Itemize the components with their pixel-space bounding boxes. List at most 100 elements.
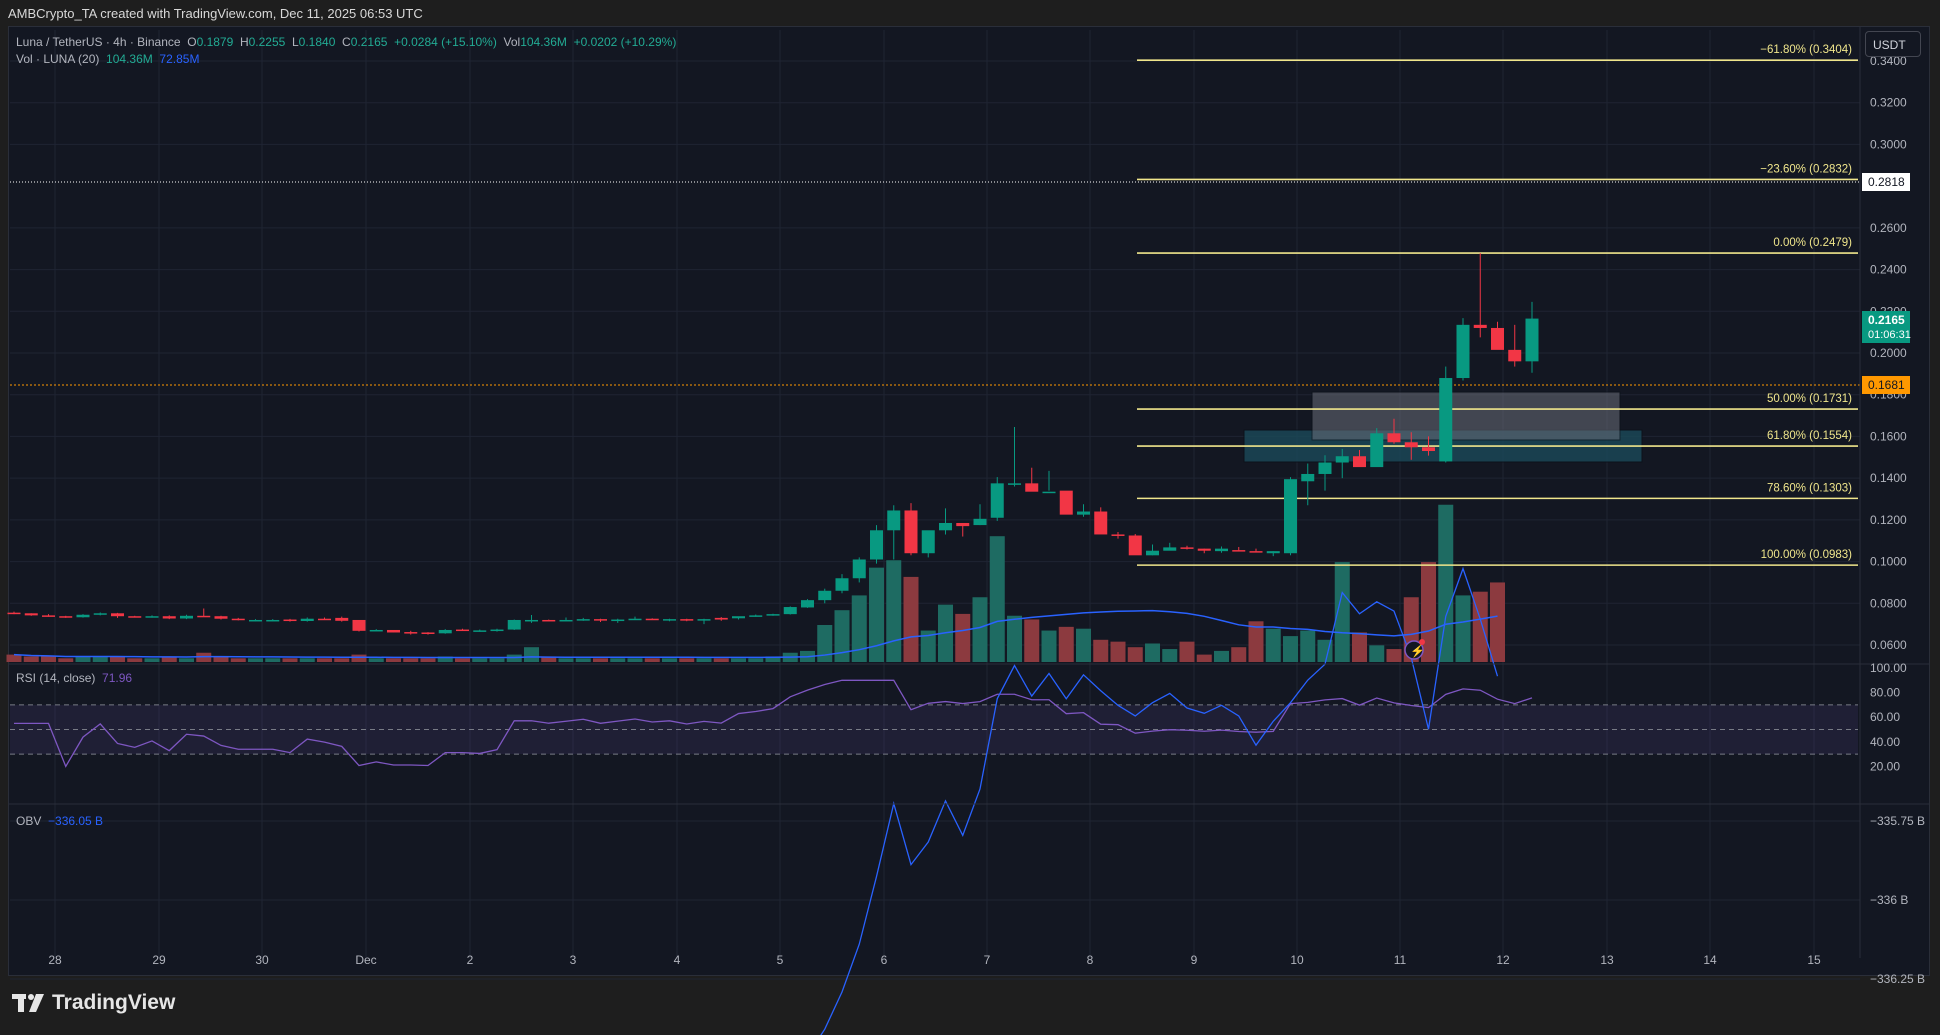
volume-bar	[265, 658, 281, 662]
candle-body	[1197, 548, 1211, 551]
volume-bar	[696, 658, 712, 662]
candle-body	[111, 613, 124, 617]
candle-body	[990, 483, 1004, 518]
candle-body	[697, 619, 711, 621]
candle-body	[335, 617, 349, 621]
volume-bar	[1024, 619, 1040, 662]
currency-button[interactable]: USDT	[1865, 31, 1921, 57]
volume-bar	[1214, 650, 1229, 662]
fib-level-label: 50.00% (0.1731)	[1767, 393, 1852, 405]
volume-bar	[1317, 639, 1333, 662]
volume-bar	[489, 658, 505, 662]
grid-lines	[10, 30, 1860, 980]
candle-body	[749, 615, 763, 617]
candle-body	[525, 619, 538, 622]
candle-body	[1301, 473, 1315, 482]
fib-retracement: −61.80% (0.3404) −23.60% (0.2832) 0.00% (0…	[10, 44, 1860, 566]
volume-bar	[282, 658, 298, 662]
volume-bar	[713, 658, 729, 662]
candlestick-series	[7, 253, 1539, 635]
candle-body	[369, 629, 383, 632]
volume-bar	[903, 576, 919, 662]
rsi-label[interactable]: RSI (14, close)	[16, 671, 96, 685]
chart-legend: Luna / TetherUS · 4h · Binance O0.1879 H…	[16, 34, 676, 68]
candle-body	[611, 619, 625, 622]
volume-bar	[1265, 628, 1281, 662]
volume-bar	[679, 658, 695, 662]
candle-body	[1266, 551, 1280, 554]
tradingview-brand: TradingView	[52, 991, 176, 1014]
x-tick-label: 12	[1496, 953, 1510, 967]
candle-body	[1353, 456, 1366, 468]
rsi-line	[14, 679, 1533, 768]
volume-bar	[1334, 562, 1350, 662]
candle-body	[42, 615, 55, 617]
candle-body	[870, 530, 883, 560]
candle-body	[473, 630, 487, 632]
volume-bar	[593, 658, 608, 662]
lightning-icon[interactable]: ⚡	[1404, 639, 1425, 660]
candle-body	[1387, 433, 1401, 443]
volume-bar	[834, 610, 850, 662]
rsi-tick-label: 100.00	[1870, 661, 1907, 675]
candle-body	[162, 616, 176, 619]
volume-bar	[1058, 626, 1074, 662]
rsi-pane	[10, 679, 1858, 768]
obv-legend: OBV −336.05 B	[16, 813, 103, 830]
current-price-label	[1862, 311, 1910, 343]
x-tick-label: 15	[1807, 953, 1821, 967]
volume-bar	[886, 560, 902, 662]
fib-level-label: −23.60% (0.2832)	[1760, 163, 1852, 175]
candle-body	[128, 616, 142, 618]
x-tick-label: 28	[48, 953, 62, 967]
candle-body	[1215, 548, 1228, 552]
tradingview-logo[interactable]: TradingView	[12, 991, 175, 1015]
volume-bar	[662, 658, 677, 662]
candle-body	[490, 629, 504, 632]
volume-bar	[506, 654, 522, 662]
price-tick-label: 0.3200	[1870, 96, 1907, 110]
symbol-title[interactable]: Luna / TetherUS · 4h · Binance	[16, 35, 181, 49]
fib-level-label: 78.60% (0.1303)	[1767, 482, 1852, 494]
obv-tick-label: −335.75 B	[1870, 814, 1925, 828]
candle-body	[7, 612, 21, 615]
symbol-row: Luna / TetherUS · 4h · Binance O0.1879 H…	[16, 35, 677, 49]
rsi-tick-label: 20.00	[1870, 759, 1900, 773]
candle-body	[1318, 462, 1332, 474]
candle-body	[1163, 547, 1177, 551]
candle-body	[249, 619, 262, 622]
ohlc-change: +0.0284 (+15.10%)	[394, 35, 497, 49]
orange-price-label-text: 0.1681	[1868, 378, 1905, 392]
volume-bar	[1127, 647, 1143, 662]
volume-bar	[144, 658, 160, 662]
volume-bar	[989, 536, 1005, 662]
candle-body	[542, 619, 556, 622]
x-tick-label: 11	[1394, 953, 1407, 967]
volume-bar	[1196, 654, 1212, 662]
candle-body	[766, 614, 780, 616]
volume-indicator-value: 104.36M	[106, 52, 153, 66]
volume-bar	[541, 656, 557, 662]
obv-tick-label: −336 B	[1870, 893, 1908, 907]
candle-body	[76, 614, 90, 618]
obv-label[interactable]: OBV	[16, 814, 42, 828]
volume-bar	[334, 658, 350, 662]
volume-bar	[920, 630, 936, 662]
volume-bar	[230, 658, 246, 662]
candle-body	[1473, 324, 1487, 328]
volume-bar	[1110, 641, 1126, 662]
candle-body	[680, 619, 694, 621]
volume-ma-value: 72.85M	[159, 52, 200, 66]
candle-body	[1077, 511, 1090, 515]
volume-bar	[386, 658, 401, 662]
candle-body	[818, 590, 832, 601]
candle-body	[921, 530, 935, 554]
x-tick-label: 4	[674, 953, 681, 967]
volume-ma-line	[13, 609, 1498, 659]
candle-body	[1059, 490, 1073, 515]
x-tick-label: 30	[255, 953, 269, 967]
rsi-legend: RSI (14, close) 71.96	[16, 670, 132, 687]
x-tick-label: Dec	[355, 953, 376, 967]
volume-indicator-label[interactable]: Vol · LUNA (20)	[16, 52, 100, 66]
